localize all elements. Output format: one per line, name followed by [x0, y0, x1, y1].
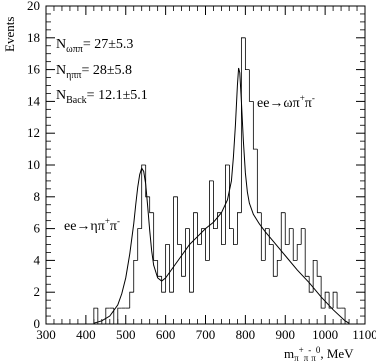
y-tick-label: 0 — [34, 316, 41, 331]
x-tick-label: 1100 — [352, 327, 376, 342]
histogram-bin — [249, 70, 253, 102]
y-tick-label: 10 — [27, 157, 40, 172]
histogram-bin — [245, 38, 249, 70]
y-tick-label: 12 — [27, 125, 40, 140]
x-tick-label: 700 — [196, 327, 216, 342]
y-tick-label: 8 — [34, 189, 41, 204]
y-tick-label: 14 — [27, 93, 41, 108]
histogram-bin — [198, 213, 202, 245]
x-tick-label: 600 — [156, 327, 176, 342]
histogram-bin — [321, 276, 325, 308]
y-tick-label: 4 — [34, 252, 41, 267]
histogram-bin — [233, 229, 237, 245]
histogram-bin — [333, 292, 337, 308]
x-tick-label: 400 — [76, 327, 96, 342]
y-tick-label: 16 — [27, 62, 41, 77]
x-tick-label: 1000 — [312, 327, 338, 342]
histogram-bin — [186, 229, 190, 277]
y-axis-label: Events — [2, 17, 17, 52]
histogram-bin — [174, 197, 178, 292]
histogram-bin — [317, 260, 321, 276]
annotation-eta-pipi: ee→ηπ+π- — [64, 216, 120, 234]
histogram-bin — [241, 38, 245, 213]
histogram-bin — [309, 276, 313, 292]
histogram-bin — [229, 165, 233, 229]
histogram-bin — [305, 229, 309, 277]
histogram-bin — [150, 197, 154, 213]
y-tick-label: 6 — [34, 221, 41, 236]
histogram-bin — [154, 213, 158, 261]
histogram-bin — [158, 260, 162, 276]
x-tick-label: 900 — [276, 327, 296, 342]
histogram-bin — [337, 292, 341, 308]
histogram-bin — [209, 181, 213, 261]
histogram-bin — [134, 260, 138, 292]
annotation-n-eta: Nηππ= 28±5.8 — [56, 63, 132, 81]
x-axis-label: mπ+π-π0, MeV — [284, 345, 354, 362]
annotation-n-back: NBack= 12.1±5.1 — [56, 88, 148, 106]
annotation-omega-pipi: ee→ωπ+π- — [257, 93, 315, 111]
histogram-bin — [182, 245, 186, 277]
histogram-bin — [325, 292, 329, 308]
histogram-bin — [261, 213, 265, 261]
x-tick-label: 800 — [236, 327, 256, 342]
histogram-bin — [237, 213, 241, 245]
histogram-bin — [293, 229, 297, 261]
histogram-bin — [297, 245, 301, 261]
x-tick-label: 500 — [116, 327, 136, 342]
histogram-bin — [166, 245, 170, 293]
histogram-bin — [257, 149, 261, 213]
histogram-bin — [273, 245, 277, 277]
histogram-bin — [301, 229, 305, 245]
histogram-bin — [138, 229, 142, 261]
y-tick-label: 18 — [27, 30, 40, 45]
histogram-bin — [190, 229, 194, 293]
histogram-bin — [277, 260, 281, 276]
histogram-bin — [130, 292, 134, 308]
y-tick-label: 20 — [27, 0, 40, 13]
y-tick-label: 2 — [34, 284, 41, 299]
histogram-bin — [285, 213, 289, 245]
histogram-bin — [289, 229, 293, 245]
histogram-bin — [221, 213, 225, 245]
histogram-bin — [265, 229, 269, 261]
histogram-bin — [118, 308, 122, 324]
histogram-bin — [194, 213, 198, 293]
histogram-bin — [225, 165, 229, 245]
annotation-n-omega: Nωππ= 27±5.3 — [56, 37, 133, 55]
histogram-bin — [178, 197, 182, 245]
histogram-bin — [206, 229, 210, 261]
histogram-bin — [94, 308, 98, 324]
